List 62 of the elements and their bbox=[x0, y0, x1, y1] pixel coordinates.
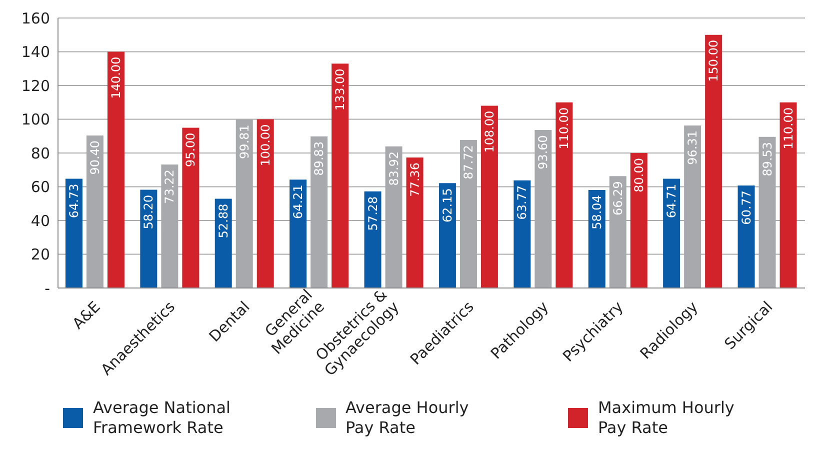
data-label: 90.40 bbox=[88, 140, 102, 175]
bar bbox=[480, 106, 498, 288]
bar bbox=[140, 190, 158, 288]
data-label: 100.00 bbox=[258, 124, 272, 166]
data-label: 52.88 bbox=[216, 204, 230, 238]
y-tick-label: 160 bbox=[21, 9, 50, 28]
legend-label: Average National Framework Rate bbox=[93, 398, 232, 438]
y-tick-label: 120 bbox=[21, 76, 50, 95]
data-label: 80.00 bbox=[632, 158, 646, 192]
y-tick-label: 40 bbox=[30, 212, 50, 230]
data-label: 110.00 bbox=[557, 107, 572, 150]
data-label: 60.77 bbox=[739, 190, 754, 225]
bar bbox=[182, 128, 200, 288]
bar bbox=[780, 102, 797, 288]
bar bbox=[290, 180, 307, 288]
y-tick-label: - bbox=[44, 279, 50, 298]
data-label: 89.83 bbox=[312, 141, 326, 176]
bar bbox=[738, 185, 755, 288]
bar bbox=[556, 102, 573, 288]
bar bbox=[65, 178, 82, 288]
bar bbox=[514, 180, 531, 288]
data-label: 89.53 bbox=[760, 142, 774, 176]
bar bbox=[332, 64, 349, 288]
bar bbox=[256, 119, 274, 288]
data-label: 99.81 bbox=[237, 124, 252, 159]
bar bbox=[663, 178, 680, 288]
data-label: 64.71 bbox=[664, 184, 679, 218]
data-label: 133.00 bbox=[333, 68, 348, 111]
data-label: 83.92 bbox=[386, 151, 401, 186]
data-label: 58.04 bbox=[590, 195, 604, 230]
data-label: 57.28 bbox=[366, 196, 380, 231]
data-label: 110.00 bbox=[781, 107, 796, 150]
data-label: 96.31 bbox=[686, 130, 700, 165]
data-label: 108.00 bbox=[482, 110, 496, 153]
bar bbox=[364, 191, 382, 288]
y-tick-label: 100 bbox=[21, 110, 50, 129]
data-label: 95.00 bbox=[184, 132, 198, 168]
bar bbox=[705, 34, 722, 288]
bar bbox=[588, 190, 606, 288]
data-label: 73.22 bbox=[162, 169, 177, 204]
data-label: 93.60 bbox=[536, 135, 550, 170]
bar bbox=[214, 198, 232, 288]
bar bbox=[630, 153, 648, 288]
y-tick-label: 80 bbox=[30, 144, 50, 162]
bar bbox=[406, 157, 424, 288]
legend-label: Average Hourly Pay Rate bbox=[346, 398, 470, 438]
y-tick-label: 60 bbox=[30, 178, 50, 196]
data-label: 66.29 bbox=[610, 181, 625, 216]
y-tick-label: 20 bbox=[30, 246, 50, 264]
data-label: 64.21 bbox=[291, 184, 306, 220]
data-label: 64.73 bbox=[66, 184, 81, 218]
y-tick-label: 140 bbox=[21, 43, 50, 62]
data-label: 63.77 bbox=[515, 185, 530, 220]
data-label: 150.00 bbox=[706, 40, 721, 82]
data-label: 58.20 bbox=[142, 194, 156, 230]
bar bbox=[107, 52, 124, 288]
bar bbox=[438, 183, 456, 288]
data-label: 62.15 bbox=[440, 188, 454, 222]
legend-label: Maximum Hourly Pay Rate bbox=[598, 398, 736, 438]
data-label: 87.72 bbox=[461, 144, 476, 180]
data-label: 77.36 bbox=[408, 162, 422, 197]
data-label: 140.00 bbox=[108, 56, 123, 99]
